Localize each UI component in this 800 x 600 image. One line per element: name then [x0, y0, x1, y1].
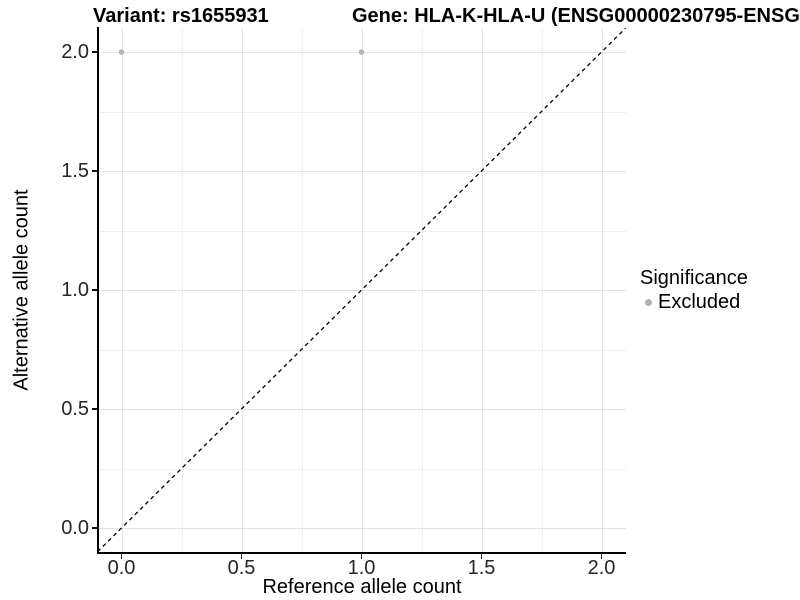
data-point — [118, 49, 125, 55]
x-tick-label: 1.5 — [467, 557, 496, 579]
y-tick-label: 2.0 — [61, 41, 89, 63]
y-axis-line — [97, 27, 99, 553]
y-axis-tick — [92, 51, 97, 53]
identity-reference-line — [98, 28, 626, 552]
x-axis-title: Reference allele count — [262, 576, 462, 598]
y-axis-tick — [92, 527, 97, 529]
x-tick-label: 0.0 — [107, 557, 136, 579]
legend-item-excluded: Excluded — [640, 290, 748, 314]
x-axis-tick — [240, 553, 243, 559]
excluded-point-icon — [645, 298, 652, 306]
y-tick-label: 1.5 — [61, 160, 89, 182]
x-axis-line — [97, 552, 626, 554]
x-axis-tick — [480, 553, 483, 559]
major-gridline — [98, 290, 626, 291]
y-tick-label: 1.0 — [61, 279, 89, 301]
y-axis-tick — [92, 289, 97, 291]
y-axis-tick — [92, 408, 97, 410]
plot-title-gene: Gene: HLA-K-HLA-U (ENSG00000230795-ENSG — [352, 5, 800, 27]
plot-panel — [98, 28, 626, 552]
major-gridline — [98, 528, 626, 529]
y-tick-label: 0.0 — [61, 517, 89, 539]
x-axis-tick — [600, 553, 603, 559]
major-gridline — [98, 171, 626, 172]
x-axis-tick — [120, 553, 123, 559]
x-tick-label: 2.0 — [587, 557, 616, 579]
y-axis-tick — [92, 170, 97, 172]
x-tick-label: 1.0 — [347, 557, 376, 579]
legend-item-label: Excluded — [658, 291, 741, 313]
legend: Significance Excluded — [640, 266, 748, 314]
plot-layer — [98, 28, 626, 552]
y-axis-title: Alternative allele count — [10, 189, 33, 391]
major-gridline — [98, 409, 626, 410]
plot-title-variant: Variant: rs1655931 — [93, 5, 269, 27]
x-axis-tick — [360, 553, 363, 559]
y-tick-label: 0.5 — [61, 398, 89, 420]
data-point — [358, 49, 365, 55]
x-tick-label: 0.5 — [227, 557, 256, 579]
legend-title: Significance — [640, 267, 748, 289]
